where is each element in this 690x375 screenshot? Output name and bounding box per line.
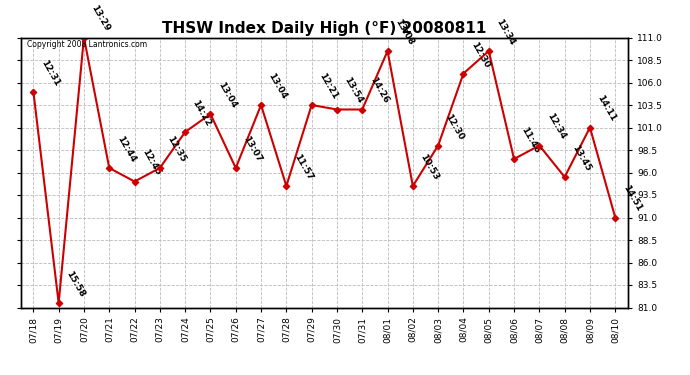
Point	[281, 183, 292, 189]
Point	[357, 106, 368, 112]
Point	[483, 48, 494, 54]
Text: 12:31: 12:31	[39, 58, 61, 87]
Text: 12:44: 12:44	[115, 134, 137, 164]
Point	[129, 178, 140, 184]
Text: 12:21: 12:21	[317, 72, 339, 101]
Point	[610, 214, 621, 220]
Text: 12:35: 12:35	[166, 135, 188, 164]
Text: 13:07: 13:07	[241, 135, 264, 164]
Text: 13:08: 13:08	[393, 18, 415, 47]
Text: 13:54: 13:54	[342, 76, 365, 105]
Point	[559, 174, 570, 180]
Point	[331, 106, 342, 112]
Text: 13:45: 13:45	[570, 143, 593, 173]
Point	[53, 300, 64, 306]
Point	[382, 48, 393, 54]
Point	[155, 165, 166, 171]
Point	[458, 70, 469, 76]
Point	[179, 129, 190, 135]
Text: 10:53: 10:53	[418, 153, 440, 182]
Text: 13:34: 13:34	[494, 17, 517, 47]
Title: THSW Index Daily High (°F) 20080811: THSW Index Daily High (°F) 20080811	[162, 21, 486, 36]
Text: 14:26: 14:26	[368, 76, 390, 105]
Text: 11:57: 11:57	[292, 152, 314, 182]
Point	[230, 165, 241, 171]
Text: 13:04: 13:04	[216, 81, 238, 110]
Text: 12:30: 12:30	[444, 112, 466, 141]
Point	[205, 111, 216, 117]
Text: 15:58: 15:58	[64, 270, 86, 299]
Point	[306, 102, 317, 108]
Point	[255, 102, 266, 108]
Text: 14:11: 14:11	[595, 94, 618, 123]
Text: 11:46: 11:46	[520, 125, 542, 155]
Text: 14:22: 14:22	[190, 98, 213, 128]
Point	[104, 165, 115, 171]
Text: 12:30: 12:30	[469, 40, 491, 69]
Point	[534, 142, 545, 148]
Point	[509, 156, 520, 162]
Text: 12:34: 12:34	[545, 112, 567, 141]
Point	[584, 124, 595, 130]
Text: 12:45: 12:45	[140, 148, 162, 177]
Text: 13:04: 13:04	[266, 72, 288, 101]
Text: Copyright 2008 Lantronics.com: Copyright 2008 Lantronics.com	[27, 40, 147, 49]
Point	[433, 142, 444, 148]
Text: 14:51: 14:51	[621, 184, 643, 213]
Text: 13:29: 13:29	[90, 4, 112, 33]
Point	[79, 34, 90, 40]
Point	[28, 88, 39, 94]
Point	[407, 183, 418, 189]
